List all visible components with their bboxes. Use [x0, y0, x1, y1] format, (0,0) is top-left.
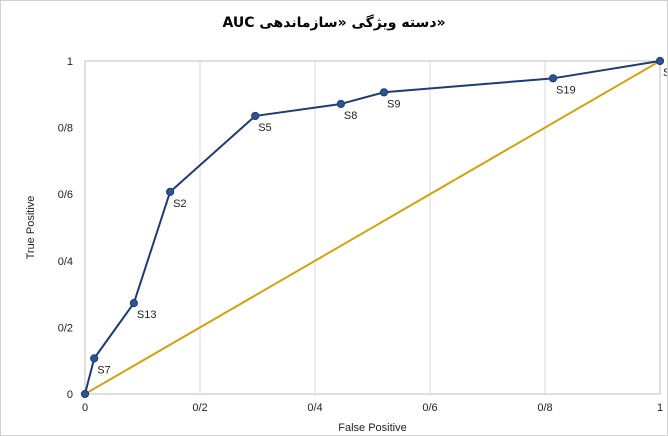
roc-point	[251, 111, 260, 121]
plot-area-border	[84, 60, 661, 395]
y-tick-label: 0/4	[58, 256, 73, 268]
x-tick-label: 0/2	[192, 402, 207, 414]
x-tick-label: 0/4	[307, 402, 322, 414]
point-label: S2	[173, 198, 186, 210]
chart-title: AUC دسته ویژگی «سازماندهی»	[222, 15, 446, 31]
y-tick-label: 0/6	[58, 189, 73, 201]
grid	[199, 61, 546, 394]
point-label: S5	[258, 122, 271, 134]
y-tick-label: 1	[67, 56, 73, 68]
point-label: S1	[663, 67, 667, 79]
y-axis-ticks: 0 0/2 0/4 0/6 0/8 1	[58, 56, 73, 401]
y-axis-title: True Positive	[25, 196, 37, 260]
point-label: S9	[387, 98, 400, 110]
x-axis-title: False Positive	[338, 422, 406, 434]
roc-point	[80, 389, 90, 399]
point-label: S8	[344, 110, 357, 122]
y-tick-label: 0/8	[58, 123, 73, 135]
y-tick-label: 0	[67, 389, 73, 401]
roc-point	[90, 354, 99, 363]
roc-point	[379, 88, 389, 97]
roc-point	[548, 74, 558, 83]
roc-point	[655, 56, 665, 66]
point-label: S7	[97, 364, 110, 376]
roc-point	[129, 298, 138, 308]
x-tick-label: 0/6	[422, 402, 437, 414]
diagonal-line	[84, 60, 661, 395]
x-tick-label: 0	[82, 402, 88, 414]
roc-points	[80, 56, 665, 399]
x-tick-label: 0/8	[537, 402, 552, 414]
y-tick-label: 0/2	[58, 322, 73, 334]
diagonal-series	[84, 60, 661, 395]
point-label: S19	[556, 84, 576, 96]
roc-point	[336, 99, 345, 109]
roc-point	[166, 187, 175, 196]
point-labels: S7 S13 S2 S5 S8 S9 S19 S1	[97, 67, 667, 376]
x-tick-label: 1	[657, 402, 663, 414]
x-axis-ticks: 0 0/2 0/4 0/6 0/8 1	[82, 402, 663, 414]
point-label: S13	[137, 309, 157, 321]
